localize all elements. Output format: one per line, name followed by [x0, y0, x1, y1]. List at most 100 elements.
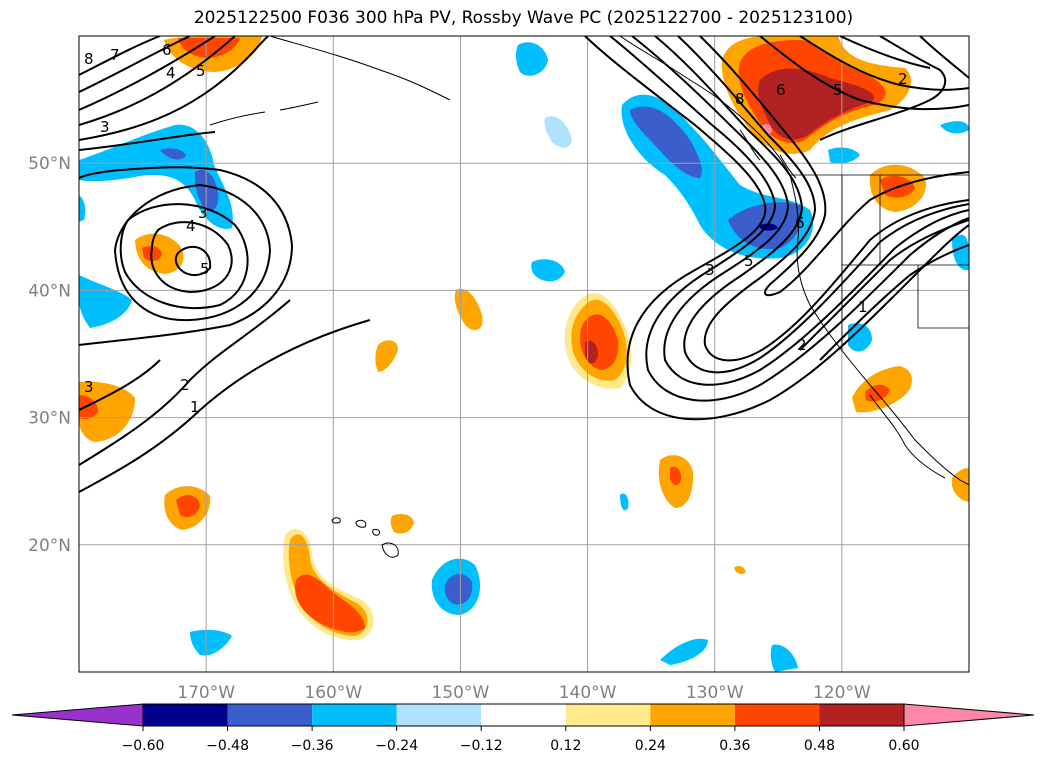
pv-contour-ne-2b: [919, 36, 969, 79]
contour-label-2-east: 2: [797, 336, 807, 354]
contour-label-5-trough: 5: [744, 252, 754, 270]
lon-label: 140°W: [559, 683, 617, 703]
neg-blob-5: [848, 323, 872, 352]
neg-blob-8: [190, 629, 232, 656]
colorbar-swatch: [312, 704, 397, 726]
colorbar-frame: [142, 703, 905, 727]
pv-contour-trough-4: [654, 36, 969, 374]
contour-label-1-west: 1: [190, 398, 200, 416]
pv-contour-west-1: [79, 319, 371, 493]
neg-blob-6: [952, 234, 969, 271]
hawaiian-islands: [331, 517, 399, 558]
pv-contour-nw-3: [79, 131, 216, 151]
colorbar: −0.60 −0.48 −0.36 −0.24 −0.12 0.12 0.24 0.36 0.4…: [11, 703, 1035, 754]
north-america-coast: [619, 36, 969, 486]
pos-british-columbia-core: [757, 68, 874, 140]
lon-label: 170°W: [177, 683, 235, 703]
pv-contour-ne-3: [839, 36, 931, 69]
colorbar-label: −0.12: [460, 738, 503, 754]
contour-label-7: 7: [110, 46, 120, 64]
neg-hawaii-south-core: [444, 574, 473, 605]
neg-blob-11: [620, 493, 629, 511]
neg-blob-1: [515, 42, 548, 76]
contour-label-5-nw: 5: [196, 62, 206, 80]
pos-central-pacific-core: [585, 340, 598, 364]
colorbar-swatch: [650, 704, 735, 726]
contour-label-8-ne: 8: [735, 90, 745, 108]
pos-blob-7: [734, 565, 746, 575]
pos-blob-2: [375, 340, 398, 372]
contour-label-8: 8: [84, 50, 94, 68]
pos-blob-4: [390, 514, 414, 534]
colorbar-label: 0.12: [550, 738, 581, 754]
pos-blob-1: [454, 288, 483, 331]
neg-blob-9: [660, 638, 708, 665]
contour-label-2-ne: 2: [898, 70, 908, 88]
pv-contour-trough-5: [677, 36, 969, 362]
contour-label-6-trough: 6: [795, 214, 805, 232]
neg-blob-3: [531, 259, 565, 282]
colorbar-extend-low: [11, 703, 144, 727]
neg-blob-10: [770, 644, 798, 672]
lon-label: 160°W: [304, 683, 362, 703]
pos-west-edge: [79, 381, 135, 442]
pos-west-edge-core: [79, 395, 98, 420]
map-frame: [78, 35, 970, 673]
contour-label-6: 6: [162, 41, 172, 59]
pv-contours: [79, 36, 969, 493]
pv-contour-west-3: [119, 203, 249, 310]
contour-label-4-nw: 4: [166, 64, 176, 82]
colorbar-label: −0.36: [291, 738, 334, 754]
colorbar-label: 0.60: [888, 738, 919, 754]
contour-label-1-east: 1: [858, 298, 868, 316]
colorbar-swatch: [481, 704, 566, 726]
pos-blob-5-core: [176, 495, 200, 518]
pv-contour-ne-6: [759, 36, 969, 111]
pos-blob-6: [951, 468, 969, 502]
pv-contour-ne-2: [819, 36, 947, 141]
pv-contour-west-1b: [79, 299, 291, 466]
longitude-labels: 170°W 160°W 150°W 140°W 130°W 120°W: [177, 683, 871, 703]
lat-label: 30°N: [28, 409, 71, 429]
colorbar-swatch: [819, 704, 904, 726]
pv-contour-west-3b: [113, 183, 272, 322]
pos-south-of-hawaii-hi: [295, 574, 365, 633]
pv-contour-trough-6: [699, 36, 969, 297]
colorbar-label: 0.48: [804, 738, 835, 754]
chart-title: 2025122500 F036 300 hPa PV, Rossby Wave …: [193, 8, 854, 28]
lon-label: 150°W: [432, 683, 490, 703]
lat-label: 50°N: [28, 154, 71, 174]
neg-blob-2: [544, 116, 572, 148]
island-hawaii: [381, 542, 399, 558]
colorbar-label: −0.48: [206, 738, 249, 754]
contour-label-2-west: 2: [180, 376, 190, 394]
pv-contour-ne-5: [799, 36, 969, 91]
neg-nw-pacific-ridge-core2: [160, 148, 186, 160]
pos-blob-8-core: [178, 38, 240, 58]
aleutians: [209, 101, 319, 126]
baja-coast: [869, 394, 946, 479]
contour-label-5-ne: 5: [833, 81, 843, 99]
contour-label-3-west: 3: [198, 204, 208, 222]
pv-contour-west-5: [174, 245, 212, 277]
neg-gulf-of-alaska-core: [630, 106, 702, 178]
colorbar-swatch: [143, 704, 228, 726]
colorbar-extend-high: [903, 703, 1035, 727]
pos-blob-3-core: [670, 466, 682, 486]
contour-label-4-west: 4: [186, 217, 196, 235]
contour-label-5-west: 5: [200, 260, 210, 278]
colorbar-label: 0.36: [719, 738, 750, 754]
colorbar-swatch: [565, 704, 651, 726]
pv-contour-east-2: [799, 219, 969, 351]
pv-contour-east-1: [819, 244, 969, 361]
pv-contour-west-1c: [79, 359, 161, 411]
contour-label-6-ne: 6: [776, 81, 786, 99]
alaska-coast: [269, 36, 451, 101]
pv-contour-nw-4: [79, 36, 269, 141]
neg-west-edge2: [79, 195, 86, 222]
neg-blob-4: [828, 147, 860, 164]
lat-label: 20°N: [28, 536, 71, 556]
pv-contour-nw-8: [79, 36, 161, 76]
lon-label: 120°W: [813, 683, 871, 703]
